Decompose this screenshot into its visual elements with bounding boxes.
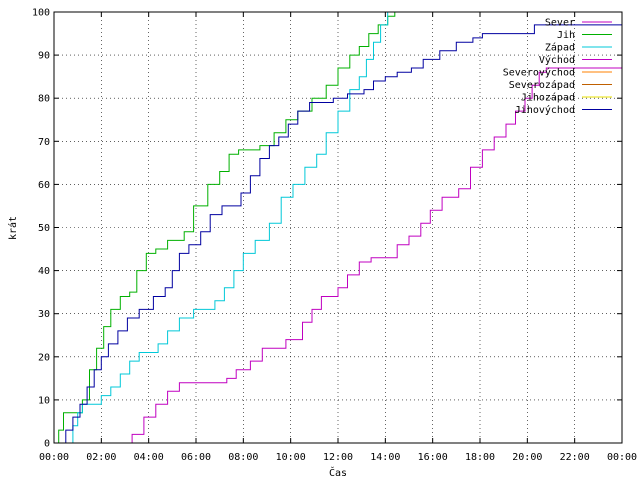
y-axis-label: krát <box>7 216 19 240</box>
x-tick-label: 18:00 <box>465 452 495 463</box>
y-tick-label: 90 <box>38 51 50 62</box>
y-tick-label: 80 <box>38 94 50 105</box>
legend-label: Západ <box>545 42 575 54</box>
legend-label: Jih <box>557 30 575 41</box>
legend-label: Severozápad <box>509 79 575 91</box>
x-tick-label: 10:00 <box>276 452 306 463</box>
x-tick-label: 20:00 <box>512 452 542 463</box>
x-tick-label: 14:00 <box>370 452 400 463</box>
x-tick-label: 06:00 <box>181 452 211 463</box>
y-tick-label: 70 <box>38 137 50 148</box>
series-group <box>56 11 622 444</box>
x-tick-label: 02:00 <box>86 452 116 463</box>
x-tick-label: 04:00 <box>134 452 164 463</box>
x-tick-label: 00:00 <box>39 452 69 463</box>
y-tick-label: 40 <box>38 266 50 277</box>
y-tick-label: 50 <box>38 223 50 234</box>
x-tick-label: 12:00 <box>323 452 353 463</box>
legend-label: Jihozápad <box>521 92 575 104</box>
series-line-7 <box>61 24 622 444</box>
y-tick-label: 0 <box>44 439 50 450</box>
x-tick-label: 08:00 <box>228 452 258 463</box>
legend-label: Jihovýchod <box>515 104 575 116</box>
legend-label: Severovýchod <box>503 67 575 79</box>
legend-label: Sever <box>545 18 575 29</box>
x-tick-label: 22:00 <box>560 452 590 463</box>
y-tick-label: 100 <box>32 8 50 19</box>
y-tick-label: 10 <box>38 395 50 406</box>
y-tick-label: 60 <box>38 180 50 191</box>
legend: SeverJihZápadVýchodSeverovýchodSeverozáp… <box>503 18 612 116</box>
y-tick-label: 20 <box>38 352 50 363</box>
legend-label: Východ <box>539 54 575 66</box>
x-tick-label: 00:00 <box>607 452 637 463</box>
series-line-3 <box>122 67 622 444</box>
x-axis-ticks: 00:00 02:00 04:00 06:00 08:00 10:00 12:00 14:00… <box>39 12 637 463</box>
y-tick-label: 30 <box>38 309 50 320</box>
y-axis-ticks: 0 10 20 30 40 50 60 70 80 90 100 <box>32 8 622 450</box>
x-axis-label: Čas <box>329 466 347 479</box>
series-line-1 <box>56 11 405 444</box>
x-tick-label: 16:00 <box>418 452 448 463</box>
series-line-2 <box>68 12 389 444</box>
